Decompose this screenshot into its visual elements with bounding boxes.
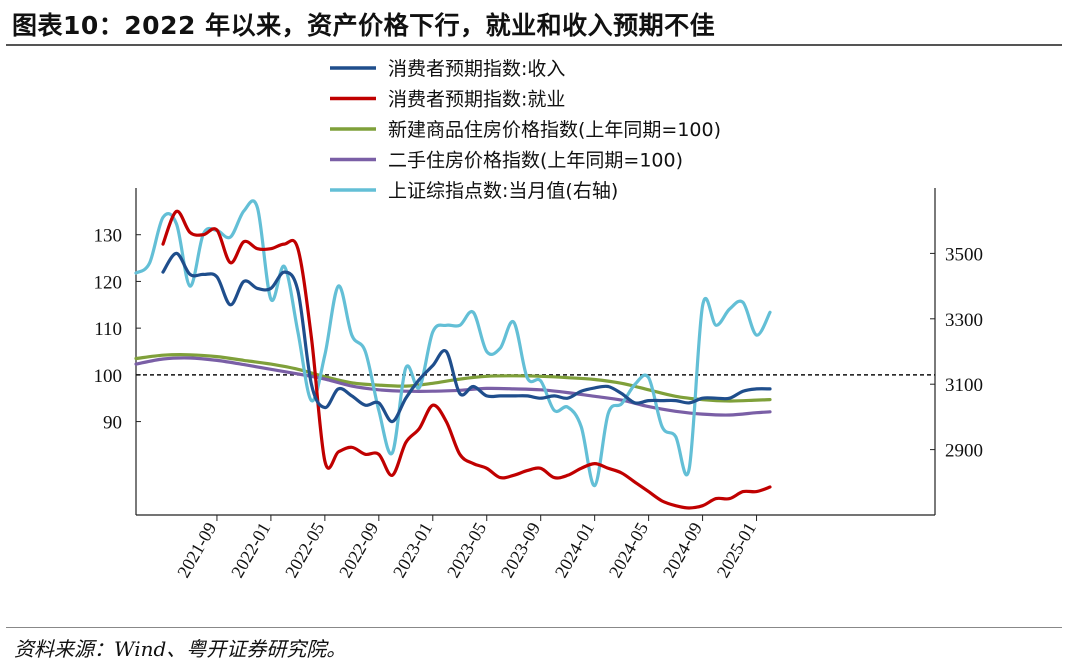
left-axis-tick-label: 110 <box>94 319 122 340</box>
x-axis-tick-label: 2024-05 <box>605 519 652 581</box>
series-line-new-home-price <box>134 353 772 403</box>
left-axis-tick-label: 120 <box>94 272 123 293</box>
legend-label-new-home-price: 新建商品住房价格指数(上年同期=100) <box>388 119 721 141</box>
x-axis-tick-label: 2023-05 <box>443 519 490 581</box>
source-divider <box>6 627 1062 628</box>
x-axis-tick-label: 2024-09 <box>659 519 706 581</box>
page-title: 图表10：2022 年以来，资产价格下行，就业和收入预期不佳 <box>12 11 716 40</box>
legend-label-shanghai-composite: 上证综指点数:当月值(右轴) <box>388 180 618 202</box>
chart-legend: 消费者预期指数:收入消费者预期指数:就业新建商品住房价格指数(上年同期=100)… <box>330 58 721 202</box>
chart-series <box>134 199 772 510</box>
right-axis-tick-label: 2900 <box>945 441 983 462</box>
x-axis-tick-label: 2023-09 <box>497 519 544 581</box>
right-axis-tick-label: 3100 <box>945 375 983 396</box>
x-axis-tick-label: 2023-01 <box>389 519 436 581</box>
x-axis-tick-label: 2022-05 <box>281 519 328 581</box>
source-note: 资料来源：Wind、粤开证券研究院。 <box>14 637 347 661</box>
x-axis-tick-label: 2022-01 <box>227 519 274 581</box>
legend-label-income-expectation: 消费者预期指数:收入 <box>388 58 565 80</box>
title-divider <box>6 44 1062 46</box>
right-axis-tick-label: 3500 <box>945 244 983 265</box>
left-axis-tick-label: 100 <box>94 366 123 387</box>
x-axis-tick-label: 2025-01 <box>713 519 760 581</box>
series-line-income-expectation <box>161 251 772 424</box>
x-axis-tick-label: 2024-01 <box>551 519 598 581</box>
series-line-shanghai-composite <box>134 199 772 488</box>
x-axis-tick-label: 2022-09 <box>335 519 382 581</box>
legend-label-employment-expectation: 消费者预期指数:就业 <box>388 89 565 111</box>
x-axis-tick-label: 2021-09 <box>173 519 220 581</box>
left-axis-tick-label: 130 <box>94 226 123 247</box>
legend-label-second-hand-home-price: 二手住房价格指数(上年同期=100) <box>388 150 683 172</box>
right-axis-tick-label: 3300 <box>945 310 983 331</box>
left-axis-tick-label: 90 <box>103 413 122 434</box>
series-line-employment-expectation <box>161 209 772 510</box>
